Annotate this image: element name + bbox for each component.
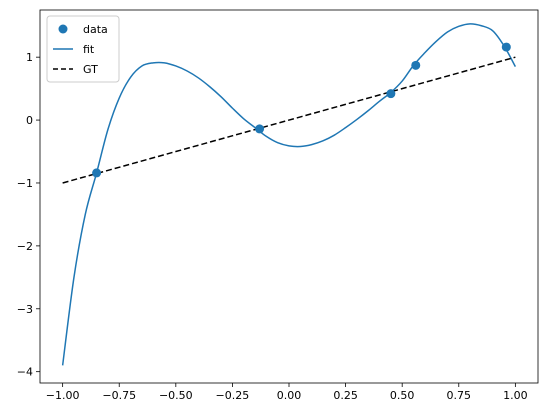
x-tick-label: −0.50 xyxy=(159,389,193,402)
data-point xyxy=(92,168,102,178)
y-tick-label: −4 xyxy=(17,366,33,379)
y-tick-label: −1 xyxy=(17,177,33,190)
legend-label: data xyxy=(83,23,108,36)
x-axis: −1.00 −0.75 −0.50 −0.25 0.00 0.25 0.50 0.75 1.00 xyxy=(46,383,528,402)
legend-marker-data xyxy=(58,24,68,34)
legend-label: fit xyxy=(83,43,95,56)
y-tick-label: −2 xyxy=(17,240,33,253)
series-fit-line xyxy=(61,23,517,366)
x-tick-label: −0.25 xyxy=(216,389,250,402)
x-tick-label: −1.00 xyxy=(46,389,80,402)
x-tick-label: 0.75 xyxy=(447,389,472,402)
x-tick-label: 1.00 xyxy=(503,389,528,402)
y-tick-label: 0 xyxy=(26,114,33,127)
data-point xyxy=(255,124,265,134)
data-point xyxy=(411,60,421,70)
x-tick-label: 0.00 xyxy=(277,389,302,402)
data-point xyxy=(501,42,511,52)
legend-label: GT xyxy=(83,63,98,76)
x-tick-label: −0.75 xyxy=(102,389,136,402)
y-axis: −4 −3 −2 −1 0 1 xyxy=(17,51,40,379)
y-tick-label: −3 xyxy=(17,303,33,316)
series-gt-line xyxy=(62,56,516,184)
legend: data fit GT xyxy=(46,15,120,83)
y-tick-label: 1 xyxy=(26,51,33,64)
data-point xyxy=(386,89,396,99)
x-tick-label: 0.50 xyxy=(390,389,415,402)
plot-content xyxy=(61,23,517,366)
x-tick-label: 0.25 xyxy=(333,389,358,402)
